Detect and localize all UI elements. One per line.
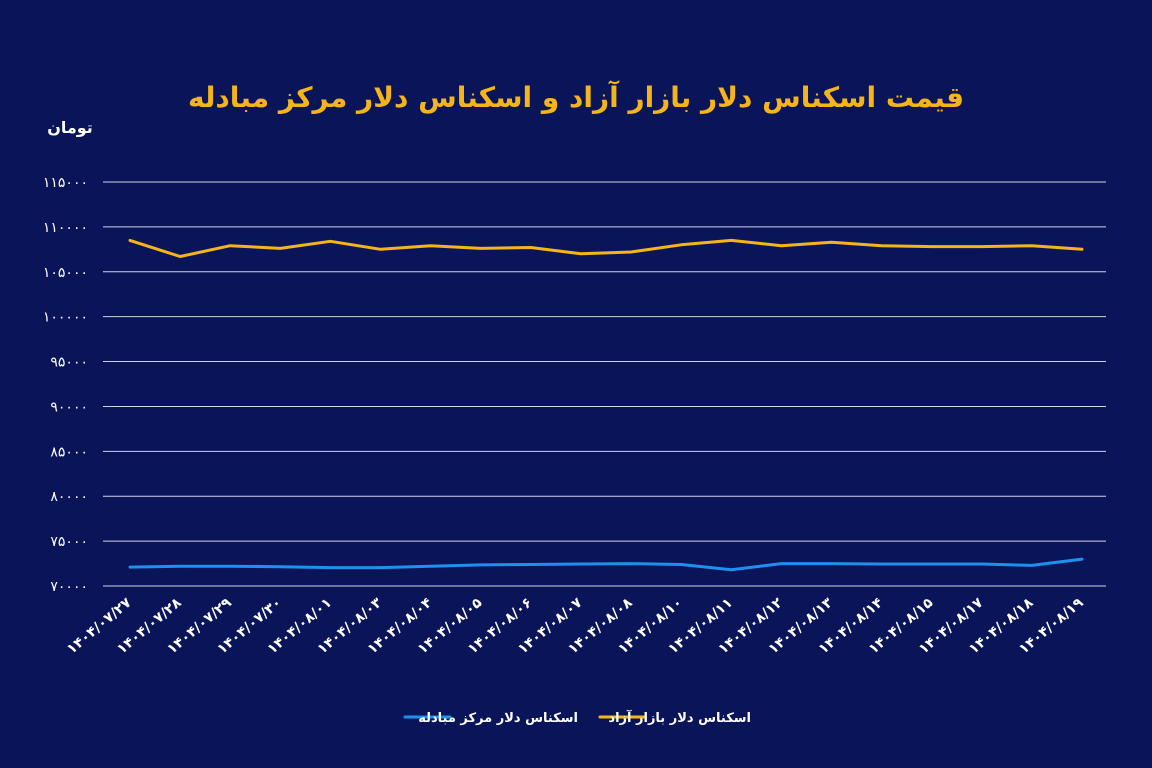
grid-lines xyxy=(103,181,1106,587)
y-tick-label: ۷۰۰۰۰ xyxy=(50,579,88,595)
y-tick-label: ۸۵۰۰۰ xyxy=(50,444,88,460)
y-tick-label: ۷۵۰۰۰ xyxy=(50,534,88,550)
legend: اسکناس دلار بازار آزاد اسکناس دلار مرکز م… xyxy=(403,709,751,726)
y-tick-labels: ۷۰۰۰۰ ۷۵۰۰۰ ۸۰۰۰۰ ۸۵۰۰۰ ۹۰۰۰۰ ۹۵۰۰۰ ۱۰۰۰۰۰ ۱۰۵۰… xyxy=(43,175,88,595)
y-tick-label: ۱۰۰۰۰۰ xyxy=(43,310,88,326)
y-tick-label: ۸۰۰۰۰ xyxy=(50,489,88,505)
chart-title: قیمت اسکناس دلار بازار آزاد و اسکناس دلا… xyxy=(188,80,964,114)
series-line xyxy=(128,557,1084,572)
series-lines xyxy=(128,238,1084,572)
y-tick-label: ۱۱۰۰۰۰ xyxy=(43,220,88,236)
y-tick-label: ۹۰۰۰۰ xyxy=(50,399,88,415)
y-axis-label: تومان xyxy=(47,118,93,137)
legend-label: اسکناس دلار بازار آزاد xyxy=(608,709,751,726)
legend-label: اسکناس دلار مرکز مبادله xyxy=(418,711,578,726)
series-line xyxy=(128,238,1084,258)
y-tick-label: ۹۵۰۰۰ xyxy=(50,355,88,371)
y-tick-label: ۱۱۵۰۰۰ xyxy=(43,175,88,191)
x-tick-labels: ۱۴۰۴/۰۷/۲۷۱۴۰۴/۰۷/۲۸۱۴۰۴/۰۷/۲۹۱۴۰۴/۰۷/۳۰… xyxy=(64,595,1087,658)
y-tick-label: ۱۰۵۰۰۰ xyxy=(43,265,88,281)
